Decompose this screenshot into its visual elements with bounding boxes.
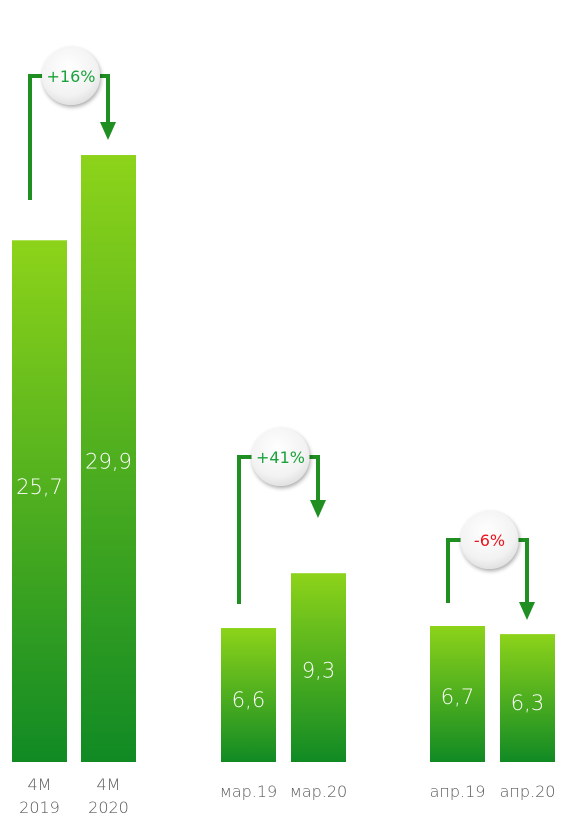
category-label: мар.20 xyxy=(290,782,347,801)
change-arrows: +16% +41% -6% xyxy=(28,47,535,620)
category-label: апр.20 xyxy=(500,782,556,801)
category-label: апр.19 xyxy=(430,782,486,801)
category-label: 4M xyxy=(28,775,52,794)
bar-value-label: 9,3 xyxy=(302,659,335,683)
category-label: 2020 xyxy=(88,798,129,817)
category-label: 2019 xyxy=(19,798,60,817)
category-label: 4M xyxy=(97,775,121,794)
bar xyxy=(12,240,67,763)
category-labels: 4M 2019 4M 2020 мар.19 мар.20 апр.19 апр.20 xyxy=(19,775,555,817)
bar-value-label: 6,3 xyxy=(511,691,544,715)
bar xyxy=(221,628,276,762)
bar-value-label: 25,7 xyxy=(16,475,63,499)
change-percent-label: +16% xyxy=(47,67,96,86)
change-percent-label: +41% xyxy=(256,448,305,467)
change-percent-label: -6% xyxy=(474,531,505,550)
change-badge xyxy=(42,47,100,105)
bars: 25,7 29,9 6,6 9,3 6,7 6,3 xyxy=(12,155,555,763)
bar-value-label: 6,6 xyxy=(232,688,265,712)
bar xyxy=(500,634,555,762)
arrow-head-icon xyxy=(310,500,326,518)
bar-value-label: 6,7 xyxy=(441,685,474,709)
change-badge xyxy=(460,511,519,569)
bar xyxy=(81,155,136,762)
bar-value-label: 29,9 xyxy=(85,450,132,474)
arrow-head-icon xyxy=(100,122,116,140)
category-label: мар.19 xyxy=(220,782,277,801)
bar xyxy=(291,573,346,762)
arrow-head-icon xyxy=(519,602,535,620)
bar xyxy=(430,625,485,762)
change-badge xyxy=(251,428,310,486)
